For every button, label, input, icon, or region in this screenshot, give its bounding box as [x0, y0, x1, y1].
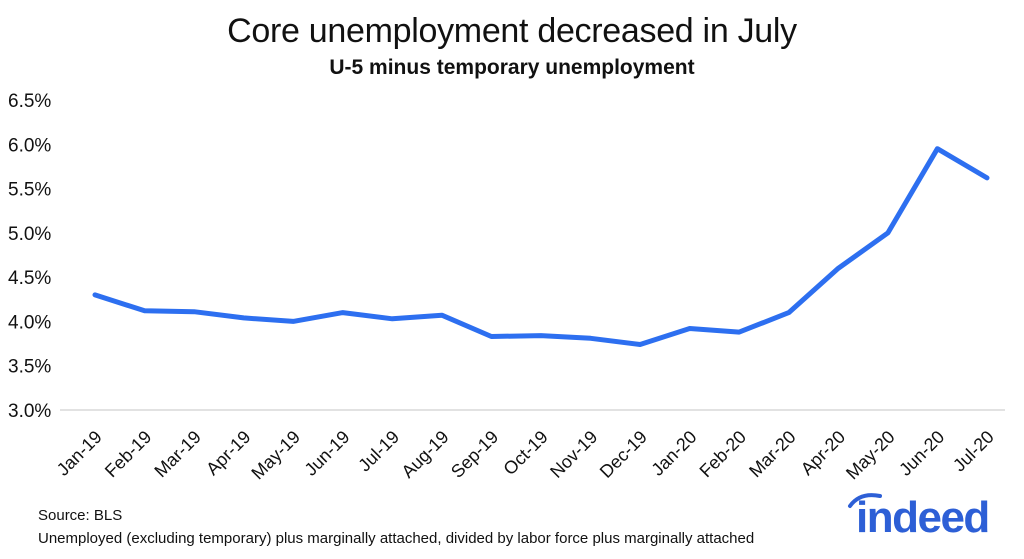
series-line [92, 146, 990, 347]
x-tick-label: Aug-19 [398, 427, 453, 482]
y-tick-label: 5.0% [8, 224, 51, 245]
x-tick-label: Apr-19 [202, 427, 254, 479]
line-chart: 3.0%3.5%4.0%4.5%5.0%5.5%6.0%6.5%Jan-19Fe… [8, 91, 1005, 484]
x-tick-label: Jul-19 [354, 427, 403, 476]
x-tick-label: Jan-20 [647, 427, 700, 480]
y-tick-label: 3.0% [8, 401, 51, 422]
x-tick-label: Feb-19 [101, 427, 155, 481]
x-tick-label: Jan-19 [53, 427, 106, 480]
x-tick-label: Dec-19 [596, 427, 651, 482]
x-tick-label: Mar-20 [745, 427, 799, 481]
chart-subtitle: U-5 minus temporary unemployment [329, 56, 695, 79]
x-tick-label: Jun-20 [895, 427, 948, 480]
source-note: Source: BLS [38, 507, 123, 524]
x-tick-label: Feb-20 [696, 427, 750, 481]
x-tick-label: Apr-20 [797, 427, 849, 479]
definition-note: Unemployed (excluding temporary) plus ma… [38, 530, 755, 547]
y-tick-label: 4.0% [8, 312, 51, 333]
y-tick-label: 6.0% [8, 135, 51, 156]
y-tick-label: 3.5% [8, 357, 51, 378]
x-tick-label: May-20 [842, 427, 899, 484]
y-tick-label: 4.5% [8, 268, 51, 289]
chart-title: Core unemployment decreased in July [227, 12, 797, 50]
x-tick-label: Jul-20 [949, 427, 998, 476]
x-tick-label: May-19 [247, 427, 304, 484]
x-tick-label: Oct-19 [499, 427, 551, 479]
x-tick-label: Sep-19 [447, 427, 502, 482]
x-tick-label: Mar-19 [150, 427, 204, 481]
y-tick-label: 6.5% [8, 91, 51, 112]
logo-arc-icon [848, 493, 882, 508]
x-tick-label: Nov-19 [546, 427, 601, 482]
x-tick-label: Jun-19 [301, 427, 354, 480]
indeed-logo: indeed [856, 493, 990, 542]
y-tick-label: 5.5% [8, 180, 51, 201]
